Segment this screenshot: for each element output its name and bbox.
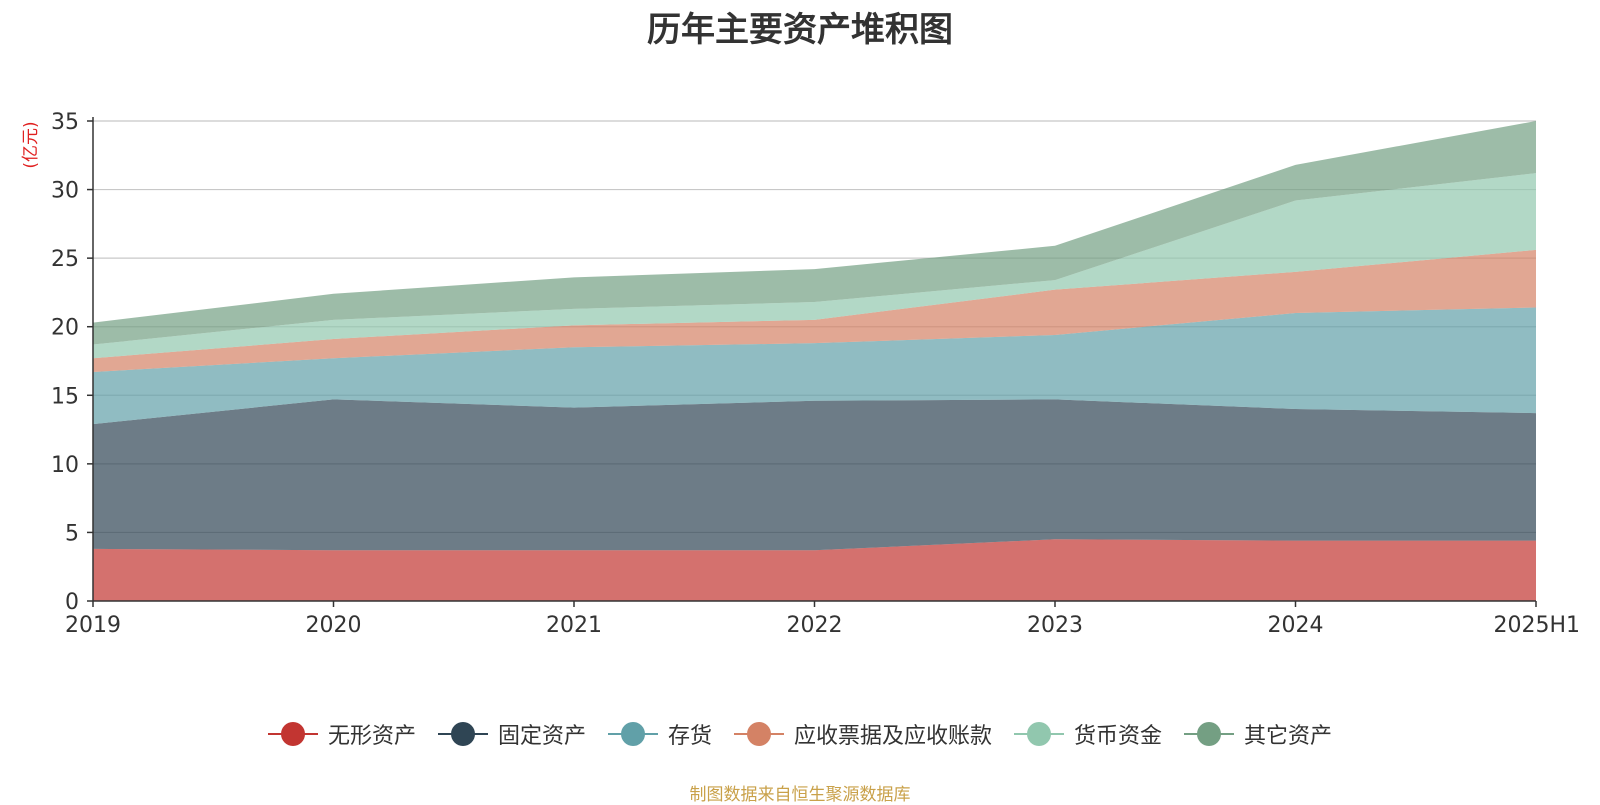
y-tick-label: 30 xyxy=(51,179,79,204)
y-tick-label: 5 xyxy=(65,521,79,546)
legend-label: 固定资产 xyxy=(497,724,586,749)
axis-layer: 0 5 10 15 20 25 30 35 2019 2020 2021 2022 2023 2024 20… xyxy=(51,110,1580,638)
y-tick-label: 0 xyxy=(65,590,79,615)
legend-item[interactable]: 其它资产 xyxy=(1184,718,1332,750)
legend-label: 其它资产 xyxy=(1244,724,1333,749)
area-series-应收票据及应收账款 xyxy=(93,249,1536,372)
legend-item[interactable]: 货币资金 xyxy=(1014,718,1162,750)
legend-marker-icon xyxy=(437,722,488,746)
area-series-存货 xyxy=(93,307,1536,425)
legend-item[interactable]: 无形资产 xyxy=(267,718,416,750)
legend-item[interactable]: 应收票据及应收账款 xyxy=(734,718,992,750)
x-tick-label: 2020 xyxy=(306,613,362,638)
legend-label: 应收票据及应收账款 xyxy=(794,724,993,749)
legend-marker-icon xyxy=(1014,722,1065,746)
x-tick-label: 2022 xyxy=(787,613,843,638)
chart-title: 历年主要资产堆积图 xyxy=(647,10,953,50)
area-series-固定资产 xyxy=(93,399,1536,551)
legend-marker-icon xyxy=(734,722,784,746)
legend-marker-icon xyxy=(1184,722,1235,746)
x-tick-label: 2019 xyxy=(65,613,121,638)
source-note: 制图数据来自恒生聚源数据库 xyxy=(689,785,911,805)
area-series-货币资金 xyxy=(93,173,1536,359)
legend-label: 货币资金 xyxy=(1074,724,1163,749)
x-tick-label: 2023 xyxy=(1027,613,1083,638)
legend-item[interactable]: 固定资产 xyxy=(437,718,586,750)
legend-label: 存货 xyxy=(667,724,712,749)
y-tick-label: 35 xyxy=(51,110,79,135)
y-axis-unit-label: (亿元) xyxy=(21,121,41,168)
legend-item[interactable]: 存货 xyxy=(607,718,712,750)
y-tick-label: 25 xyxy=(51,247,79,272)
legend: 无形资产 固定资产 存货 应收票据及应收账款 货币资金 其它资产 xyxy=(0,718,1600,750)
legend-label: 无形资产 xyxy=(327,724,416,749)
legend-marker-icon xyxy=(267,722,318,746)
y-tick-label: 10 xyxy=(51,453,79,478)
area-series-无形资产 xyxy=(93,539,1536,601)
y-tick-label: 15 xyxy=(51,384,79,409)
y-tick-label: 20 xyxy=(51,316,79,341)
area-layer xyxy=(93,121,1536,601)
area-series-其它资产 xyxy=(93,121,1536,345)
x-tick-label: 2025H1 xyxy=(1493,613,1580,638)
x-tick-label: 2021 xyxy=(546,613,602,638)
x-tick-label: 2024 xyxy=(1268,613,1324,638)
legend-marker-icon xyxy=(607,722,658,746)
